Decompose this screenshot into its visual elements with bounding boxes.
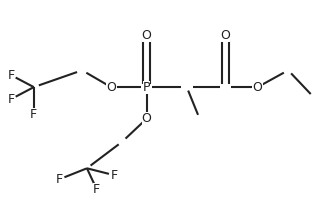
Text: O: O: [253, 81, 262, 94]
Text: F: F: [93, 183, 100, 196]
Text: F: F: [111, 169, 118, 182]
Text: F: F: [30, 108, 37, 121]
Text: O: O: [221, 29, 230, 42]
Text: F: F: [8, 69, 15, 82]
Text: F: F: [8, 92, 15, 106]
Text: O: O: [142, 29, 151, 42]
Text: O: O: [142, 112, 151, 125]
Text: F: F: [56, 173, 63, 186]
Text: O: O: [106, 81, 116, 94]
Text: P: P: [143, 81, 150, 94]
